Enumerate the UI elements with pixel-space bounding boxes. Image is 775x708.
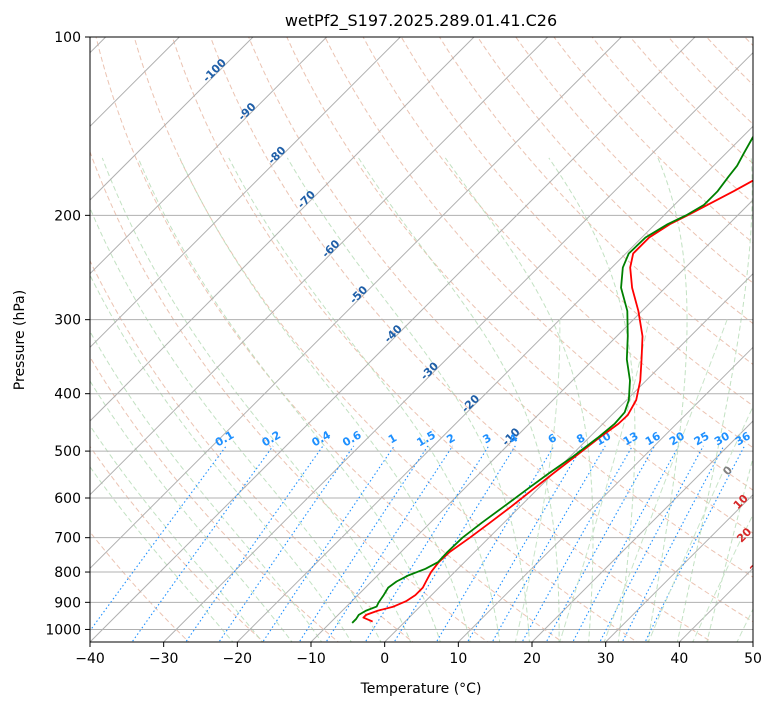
moist-adiabat: [90, 274, 352, 642]
dry-adiabat: [248, 37, 753, 578]
x-tick-label: −20: [223, 651, 253, 667]
y-tick-label: 400: [54, 387, 81, 403]
moist-adiabat: [137, 157, 441, 642]
x-tick-label: 10: [449, 651, 467, 667]
y-tick-label: 500: [54, 444, 81, 460]
moist-adiabat: [101, 157, 412, 642]
mixing-ratio-line: [185, 445, 324, 642]
mixing-ratio-line: [393, 445, 516, 642]
isotherm: [384, 272, 753, 642]
dry-adiabat: [171, 37, 713, 642]
mixing-ratio-line: [298, 445, 429, 642]
isotherm: [457, 346, 753, 642]
y-tick-label: 200: [54, 208, 81, 224]
isotherm: [163, 51, 753, 642]
moist-adiabat: [286, 157, 530, 642]
theta-e-curve: [514, 319, 561, 642]
mixing-ratio-line: [599, 445, 704, 642]
isotherm: [90, 37, 401, 349]
isotherm: [90, 37, 328, 275]
x-tick-label: 40: [670, 651, 688, 667]
theta-e-curve: [603, 319, 728, 642]
moist-adiabat: [676, 157, 753, 642]
x-axis: −40 −30 −20 −10 0 10 20 30 40 50: [75, 642, 762, 667]
mixing-ratio-line: [262, 445, 395, 642]
x-tick-label: 20: [523, 651, 541, 667]
dry-adiabat: [286, 37, 753, 534]
y-tick-label: 600: [54, 491, 81, 507]
x-tick-label: −30: [149, 651, 179, 667]
y-axis-label: Pressure (hPa): [12, 290, 28, 390]
y-axis: 100 200 300 400 500 600 700 800 900 1000: [45, 30, 90, 638]
isotherm: [90, 37, 254, 201]
isotherm: [310, 199, 753, 642]
y-tick-label: 800: [54, 565, 81, 581]
mixing-ratio-line: [466, 445, 584, 642]
x-tick-label: 0: [380, 651, 389, 667]
mixing-ratio-lines: [90, 445, 746, 642]
theta-e-curve: [736, 608, 753, 642]
isotherm: [236, 125, 753, 642]
isotherm: [90, 37, 622, 570]
theta-e-label: 20: [734, 525, 754, 545]
isobars: [90, 37, 753, 630]
mixing-ratio-line: [325, 445, 454, 642]
y-tick-label: 100: [54, 30, 81, 46]
dry-adiabat: [438, 37, 753, 366]
y-tick-label: 300: [54, 313, 81, 329]
x-tick-label: 50: [744, 651, 762, 667]
mixing-ratio-line: [364, 445, 490, 642]
x-tick-label: 30: [597, 651, 615, 667]
x-tick-label: −40: [75, 651, 105, 667]
theta-e-curve: [647, 405, 753, 642]
moist-adiabat: [358, 157, 560, 642]
y-tick-label: 1000: [45, 622, 81, 638]
moist-adiabat: [90, 380, 293, 642]
dewpoint-profile: [351, 135, 753, 624]
theta-e-label: 30: [747, 556, 767, 576]
moist-adiabat: [228, 157, 501, 642]
moist-adiabat: [444, 157, 594, 642]
dry-adiabat: [362, 37, 753, 449]
moist-adiabat: [90, 424, 264, 642]
theta-e-curves: [514, 319, 753, 642]
isotherm: [90, 37, 549, 496]
theta-e-curve: [559, 319, 650, 642]
y-tick-label: 900: [54, 595, 81, 611]
mixing-ratio-line: [572, 445, 680, 642]
isotherm: [531, 420, 753, 642]
theta-e-curve: [692, 513, 753, 642]
y-tick-label: 700: [54, 531, 81, 547]
isotherm: [90, 37, 696, 642]
x-axis-label: Temperature (°C): [360, 681, 482, 697]
mixing-ratio-line: [131, 445, 274, 642]
sounding-profiles: [351, 135, 753, 624]
temperature-profile: [362, 179, 753, 623]
chart-title: wetPf2_S197.2025.289.01.41.C26: [285, 11, 557, 31]
mixing-ratio-line: [218, 445, 355, 642]
moist-adiabat: [90, 330, 323, 642]
mixing-ratio-line: [491, 445, 606, 642]
moist-adiabat: [647, 157, 688, 642]
plot-area: -100-90-80-70-60-50-40-30-20-100.1 0.2 0.4…: [90, 37, 767, 642]
dry-adiabat: [324, 37, 753, 491]
isotherm: [90, 37, 475, 422]
x-tick-label: −10: [296, 651, 326, 667]
plot-frame: [89, 36, 754, 643]
dry-adiabat: [90, 150, 489, 642]
moist-adiabat: [179, 157, 471, 642]
isotherms: [90, 37, 753, 642]
moist-adiabat: [90, 465, 234, 642]
isotherm: [605, 493, 753, 642]
